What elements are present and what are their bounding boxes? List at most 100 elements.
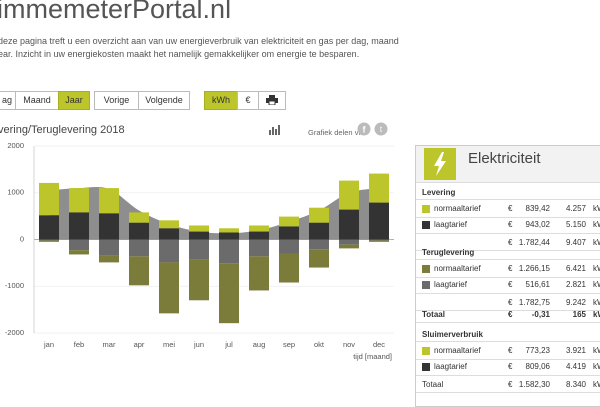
swatch [422,205,430,213]
bar [219,228,239,233]
bar [369,240,389,242]
bar [69,212,89,240]
swatch [422,347,430,355]
x-tick-label: okt [314,340,325,349]
panel-header: Elektriciteit [416,146,600,183]
amount: 516,61 [525,280,550,289]
kwh: 9.407 [565,238,586,247]
row-label: laagtarief [434,362,467,371]
separator [416,277,600,278]
bar [339,180,359,210]
x-tick-label: jan [43,340,54,349]
unit-button[interactable]: kWh [204,91,238,110]
bar [339,209,359,240]
share-label: Grafiek delen via [308,128,365,137]
kwh: 2.821 [565,280,586,289]
unit: kWh [593,220,600,229]
section-heading: Teruglevering [422,248,475,257]
amount: 943,02 [525,220,550,229]
bar [159,228,179,240]
bar [69,250,89,255]
y-tick-label: 0 [20,234,24,243]
currency: € [508,204,513,213]
bar [249,256,269,291]
print-button[interactable] [258,91,286,110]
bar [369,202,389,240]
separator [416,293,600,294]
unit: kWh [593,298,600,307]
bar [279,253,299,283]
kwh: 4.257 [565,204,586,213]
separator [416,250,600,251]
amount: 809,06 [525,362,550,371]
row-label: normaaltarief [434,204,481,213]
unit: kWh [593,280,600,289]
chart-icon[interactable] [268,124,280,136]
unit: kWh [593,380,600,389]
unit: kWh [593,346,600,355]
unit: kWh [593,204,600,213]
period-button[interactable]: Jaar [58,91,90,110]
electricity-icon [424,148,456,180]
separator [416,259,600,260]
bar [249,239,269,257]
bar [99,239,119,256]
bar [39,240,59,242]
bar [69,188,89,213]
energy-panel: Elektriciteit Levering normaaltarief €839,… [415,145,600,407]
separator [416,375,600,376]
x-tick-label: mei [163,340,175,349]
row-label: normaaltarief [434,264,481,273]
bar [279,216,299,227]
separator [416,392,600,393]
bar [39,239,59,241]
row-label: laagtarief [434,280,467,289]
bar [339,239,359,245]
bar [129,222,149,240]
bar [189,225,209,232]
swatch [422,221,430,229]
currency: € [508,310,513,319]
kwh: 6.421 [565,264,586,273]
bar [309,239,329,250]
amount: 1.582,30 [518,380,550,389]
y-tick-label: 2000 [7,141,24,150]
x-tick-label: mar [103,340,116,349]
bar [159,220,179,229]
bar [159,239,179,263]
bar [339,244,359,249]
x-tick-label: nov [343,340,355,349]
separator [416,233,600,234]
row-label: laagtarief [434,220,467,229]
intro-text: deze pagina treft u een overzicht aan va… [0,36,399,46]
panel-title: Elektriciteit [468,150,541,167]
bar [249,231,269,240]
currency: € [508,220,513,229]
currency: € [508,264,513,273]
svg-text:f: f [363,124,367,134]
row-label: Totaal [422,310,445,319]
bar [159,262,179,314]
swatch [422,281,430,289]
bar [219,239,239,264]
currency: € [508,280,513,289]
bar [99,213,119,240]
currency: € [508,298,513,307]
separator [416,341,600,342]
y-tick-label: 1000 [7,188,24,197]
x-tick-label: jun [193,340,204,349]
x-axis-label: tijd [maand] [353,352,392,361]
x-tick-label: feb [74,340,84,349]
svg-text:t: t [380,125,383,134]
kwh: 3.921 [565,346,586,355]
unit: kWh [593,310,600,319]
unit: kWh [593,362,600,371]
kwh: 5.150 [565,220,586,229]
bar [249,225,269,232]
nav-button[interactable]: Volgende [138,91,190,110]
bar [129,212,149,223]
bar [219,263,239,324]
section-heading: Sluimerverbruik [422,330,483,339]
